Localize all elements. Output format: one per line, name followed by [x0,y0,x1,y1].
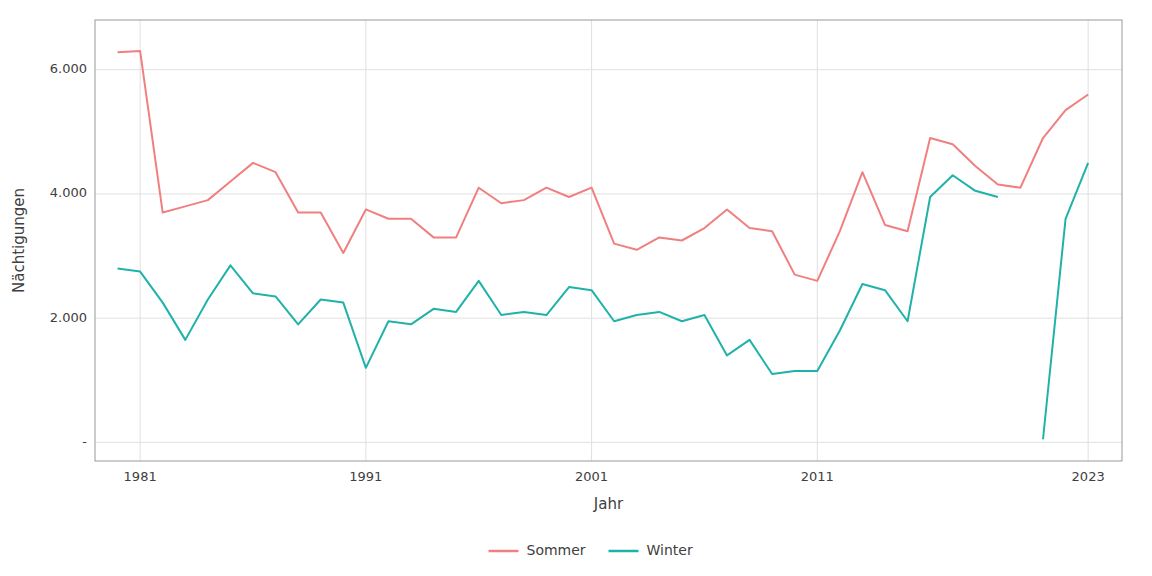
y-axis-label: Nächtigungen [10,188,28,293]
x-grid-line [1088,20,1089,461]
y-tick-label: 2.000 [50,310,87,325]
series-group [118,51,1089,439]
y-grid-line [95,442,1122,443]
x-tick-label: 1991 [349,469,382,484]
y-tick-label: 6.000 [50,61,87,76]
x-grid-line [817,20,818,461]
x-grid-line [591,20,592,461]
axes: - 2.000 4.000 6.000 1981 1991 2001 2011 2023 Jahr… [10,20,1122,513]
legend-label: Sommer [527,542,586,558]
x-axis-label: Jahr [593,495,624,513]
x-tick-label: 2001 [575,469,608,484]
series-line [118,51,1089,281]
legend-swatch [489,550,519,553]
grid [95,20,1122,461]
legend: Sommer Winter [489,542,693,558]
chart: - 2.000 4.000 6.000 1981 1991 2001 2011 2023 Jahr… [0,0,1152,576]
y-tick-label: - [82,434,87,449]
x-grid-line [365,20,366,461]
y-grid-line [95,318,1122,319]
x-grid-line [140,20,141,461]
x-tick-label: 2023 [1072,469,1105,484]
y-tick-label: 4.000 [50,185,87,200]
legend-label: Winter [647,542,693,558]
y-grid-line [95,193,1122,194]
x-tick-label: 2011 [801,469,834,484]
legend-swatch [609,550,639,553]
x-tick-label: 1981 [124,469,157,484]
series-line [118,163,1089,439]
plot-frame [95,20,1122,461]
y-grid-line [95,69,1122,70]
